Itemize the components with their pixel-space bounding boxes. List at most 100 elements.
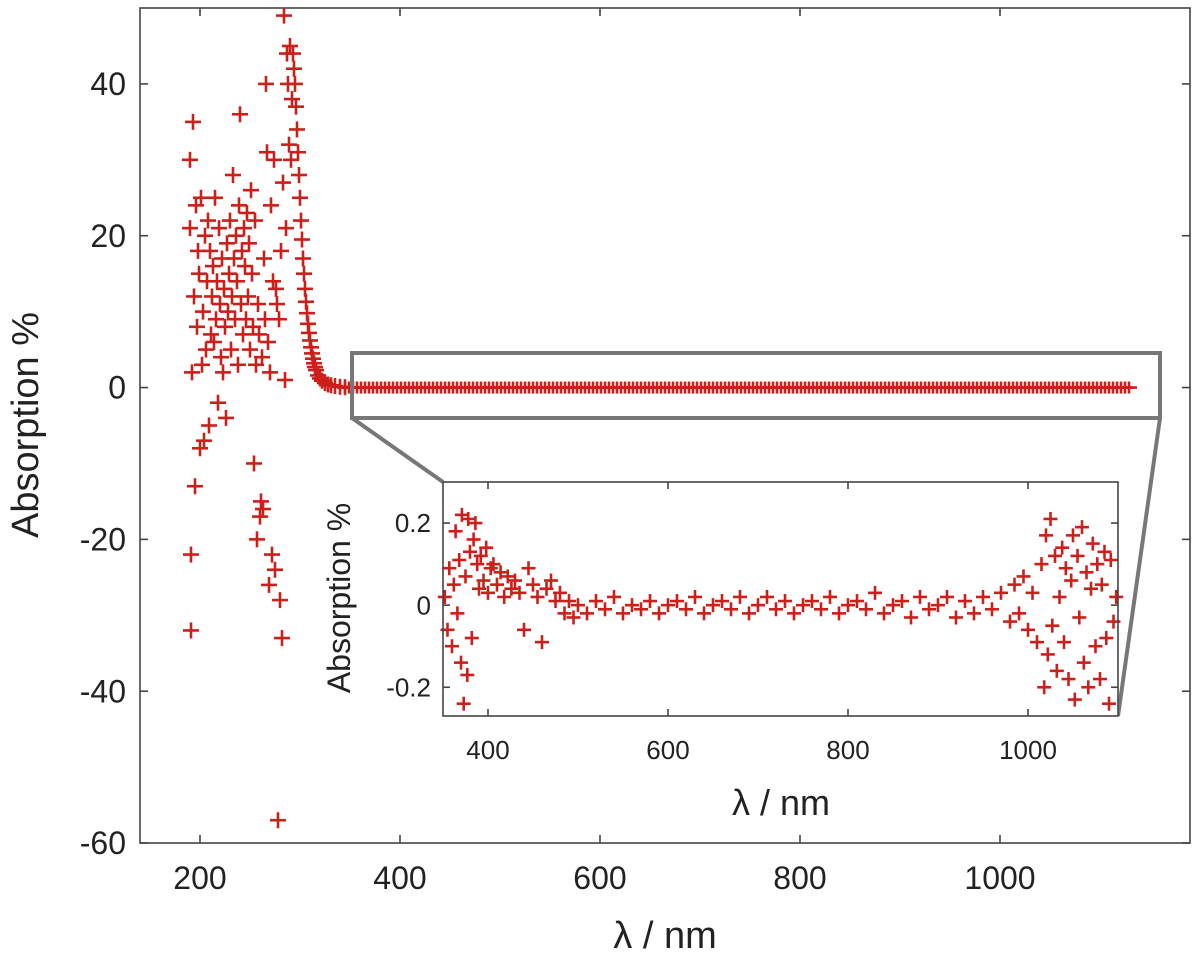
data-point xyxy=(246,455,262,472)
data-point xyxy=(185,113,201,130)
data-point xyxy=(278,220,294,237)
data-point xyxy=(191,265,207,282)
data-point xyxy=(205,258,221,275)
data-point xyxy=(787,606,801,621)
data-point xyxy=(231,197,247,214)
data-point xyxy=(256,250,272,267)
data-point xyxy=(228,227,244,244)
data-point xyxy=(192,440,208,457)
x-tick-label: 800 xyxy=(773,860,826,896)
data-point xyxy=(778,594,792,609)
y-tick-label: -20 xyxy=(80,522,126,558)
data-point xyxy=(1012,606,1026,621)
data-point xyxy=(1003,614,1017,629)
data-point xyxy=(490,577,504,592)
main-x-axis-label: λ / nm xyxy=(613,915,716,957)
data-point xyxy=(186,288,202,305)
data-point xyxy=(296,265,312,282)
data-point xyxy=(236,220,252,237)
data-point xyxy=(262,364,278,381)
data-point xyxy=(760,589,774,604)
data-point xyxy=(1030,635,1044,650)
data-point xyxy=(805,594,819,609)
data-point xyxy=(187,478,203,495)
x-tick-label: 200 xyxy=(173,860,226,896)
data-point xyxy=(967,606,981,621)
y-tick-label: -0.2 xyxy=(386,672,431,702)
data-point xyxy=(194,356,210,373)
data-point xyxy=(234,242,250,259)
data-point xyxy=(548,594,563,609)
data-point xyxy=(1037,680,1052,695)
data-point xyxy=(1097,544,1112,559)
data-point xyxy=(212,296,228,313)
data-point xyxy=(219,235,235,252)
data-point xyxy=(598,602,612,617)
data-point xyxy=(253,493,269,510)
main-y-axis-label: Absorption % xyxy=(5,312,47,538)
data-point xyxy=(580,606,594,621)
zoom-connector-left xyxy=(350,416,445,484)
data-point xyxy=(209,273,225,290)
data-point xyxy=(215,364,231,381)
data-point xyxy=(479,540,494,555)
zoom-connector-right xyxy=(1116,417,1162,717)
data-point xyxy=(295,250,311,267)
data-point xyxy=(557,606,572,621)
data-point xyxy=(1055,540,1070,555)
data-point xyxy=(268,280,284,297)
data-point xyxy=(958,594,972,609)
data-point xyxy=(287,75,303,92)
data-point xyxy=(271,311,287,328)
data-point xyxy=(208,311,224,328)
data-point xyxy=(239,204,255,221)
data-point xyxy=(500,569,515,584)
data-point xyxy=(283,151,299,168)
data-point xyxy=(196,432,212,449)
data-point xyxy=(446,577,461,592)
data-point xyxy=(504,581,519,596)
x-tick-label: 400 xyxy=(373,860,426,896)
data-point xyxy=(940,589,954,604)
y-tick-label: 0 xyxy=(417,590,431,620)
data-point xyxy=(466,532,481,547)
data-point xyxy=(255,501,271,517)
data-point xyxy=(1109,589,1124,604)
data-point xyxy=(1088,639,1103,654)
data-point xyxy=(553,585,567,600)
data-point xyxy=(235,326,251,343)
data-point xyxy=(258,75,274,92)
x-tick-label: 600 xyxy=(573,860,626,896)
data-point xyxy=(486,557,501,572)
data-point xyxy=(742,606,756,621)
data-point xyxy=(823,589,837,604)
data-point xyxy=(276,7,292,24)
data-point xyxy=(1034,557,1049,572)
data-point xyxy=(281,136,297,153)
data-point xyxy=(270,812,286,829)
data-point xyxy=(437,589,452,604)
data-point xyxy=(1103,553,1118,567)
data-point xyxy=(277,371,293,388)
zoom-region-box xyxy=(350,351,1162,420)
data-point xyxy=(535,635,549,650)
data-point xyxy=(206,334,222,350)
data-point xyxy=(1039,528,1053,543)
data-point xyxy=(464,631,479,645)
data-point xyxy=(473,548,488,563)
data-point xyxy=(616,606,630,621)
data-point xyxy=(733,589,747,604)
data-point xyxy=(913,589,927,604)
data-point xyxy=(195,303,211,320)
data-point xyxy=(251,326,267,343)
data-point xyxy=(293,212,309,229)
data-point xyxy=(1090,557,1105,572)
data-point xyxy=(229,273,245,290)
data-point xyxy=(832,606,846,621)
data-point xyxy=(562,594,576,609)
data-point xyxy=(269,296,285,313)
data-point xyxy=(1061,672,1076,687)
data-point xyxy=(571,598,585,613)
data-point xyxy=(216,280,232,297)
